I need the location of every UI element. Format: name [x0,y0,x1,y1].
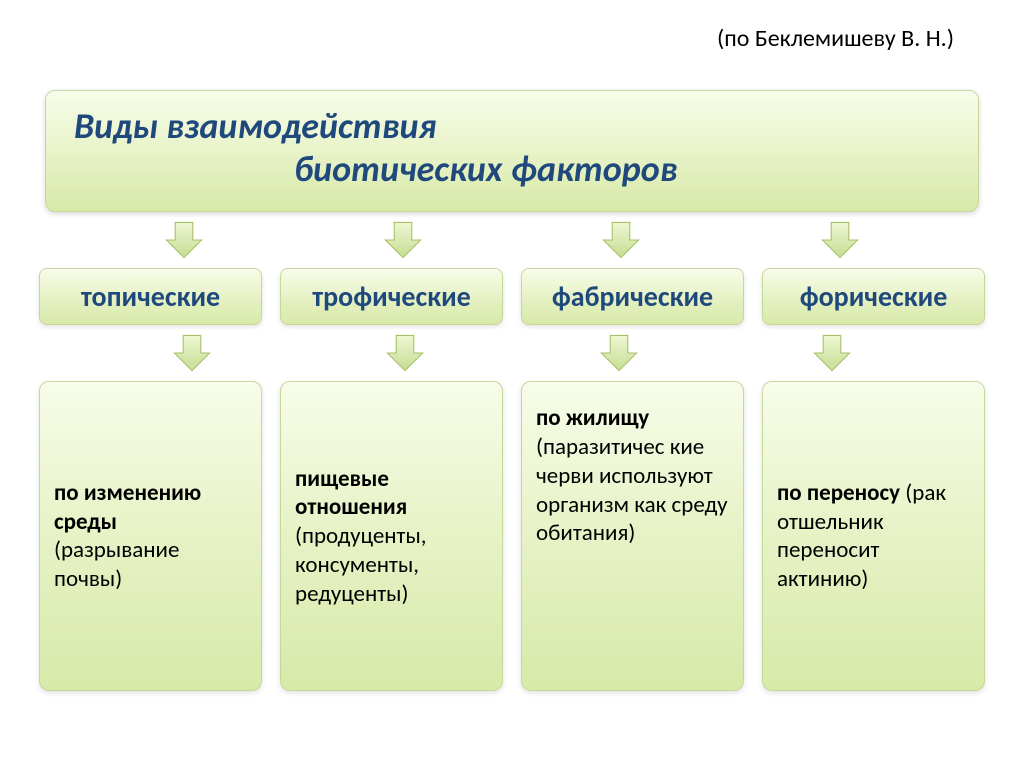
down-arrow-icon [818,218,862,262]
desc-rest: (продуценты, консументы, редуценты) [295,522,427,608]
attribution-text: (по Беклемишеву В. Н.) [717,24,954,53]
down-arrow-icon [162,218,206,262]
down-arrow-icon [381,218,425,262]
category-box: форические [762,268,985,325]
desc-rest: (паразитичес кие черви используют органи… [536,433,728,547]
down-arrow-icon [170,331,214,375]
down-arrow-icon [810,331,854,375]
description-box: пищевые отношения (продуценты, консумент… [280,381,503,691]
title-line-2: биотических факторов [74,148,950,191]
desc-bold: пищевые отношения [295,465,407,522]
description-box: по жилищу (паразитичес кие черви использ… [521,381,744,691]
desc-rest: (разрывание почвы) [54,536,179,593]
category-box: фабрические [521,268,744,325]
desc-bold: по переносу [777,479,900,507]
desc-bold: по жилищу [536,404,649,432]
down-arrow-icon [597,331,641,375]
description-box: по изменению среды (разрывание почвы) [39,381,262,691]
description-box: по переносу (рак отшельник переносит акт… [762,381,985,691]
category-box: трофические [280,268,503,325]
diagram-container: Виды взаимодействия биотических факторов… [35,90,989,691]
arrow-row-2 [35,331,989,375]
category-row: топические трофические фабрические форич… [35,268,989,325]
arrow-row-1 [35,218,989,262]
desc-bold: по изменению среды [54,479,201,536]
title-line-1: Виды взаимодействия [74,105,950,148]
category-box: топические [39,268,262,325]
down-arrow-icon [599,218,643,262]
title-box: Виды взаимодействия биотических факторов [45,90,979,212]
down-arrow-icon [383,331,427,375]
description-row: по изменению среды (разрывание почвы) пи… [35,381,989,691]
